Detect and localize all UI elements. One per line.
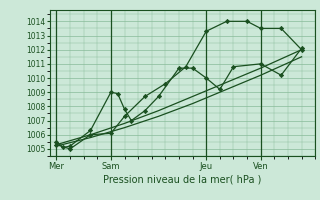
X-axis label: Pression niveau de la mer( hPa ): Pression niveau de la mer( hPa )	[103, 175, 261, 185]
